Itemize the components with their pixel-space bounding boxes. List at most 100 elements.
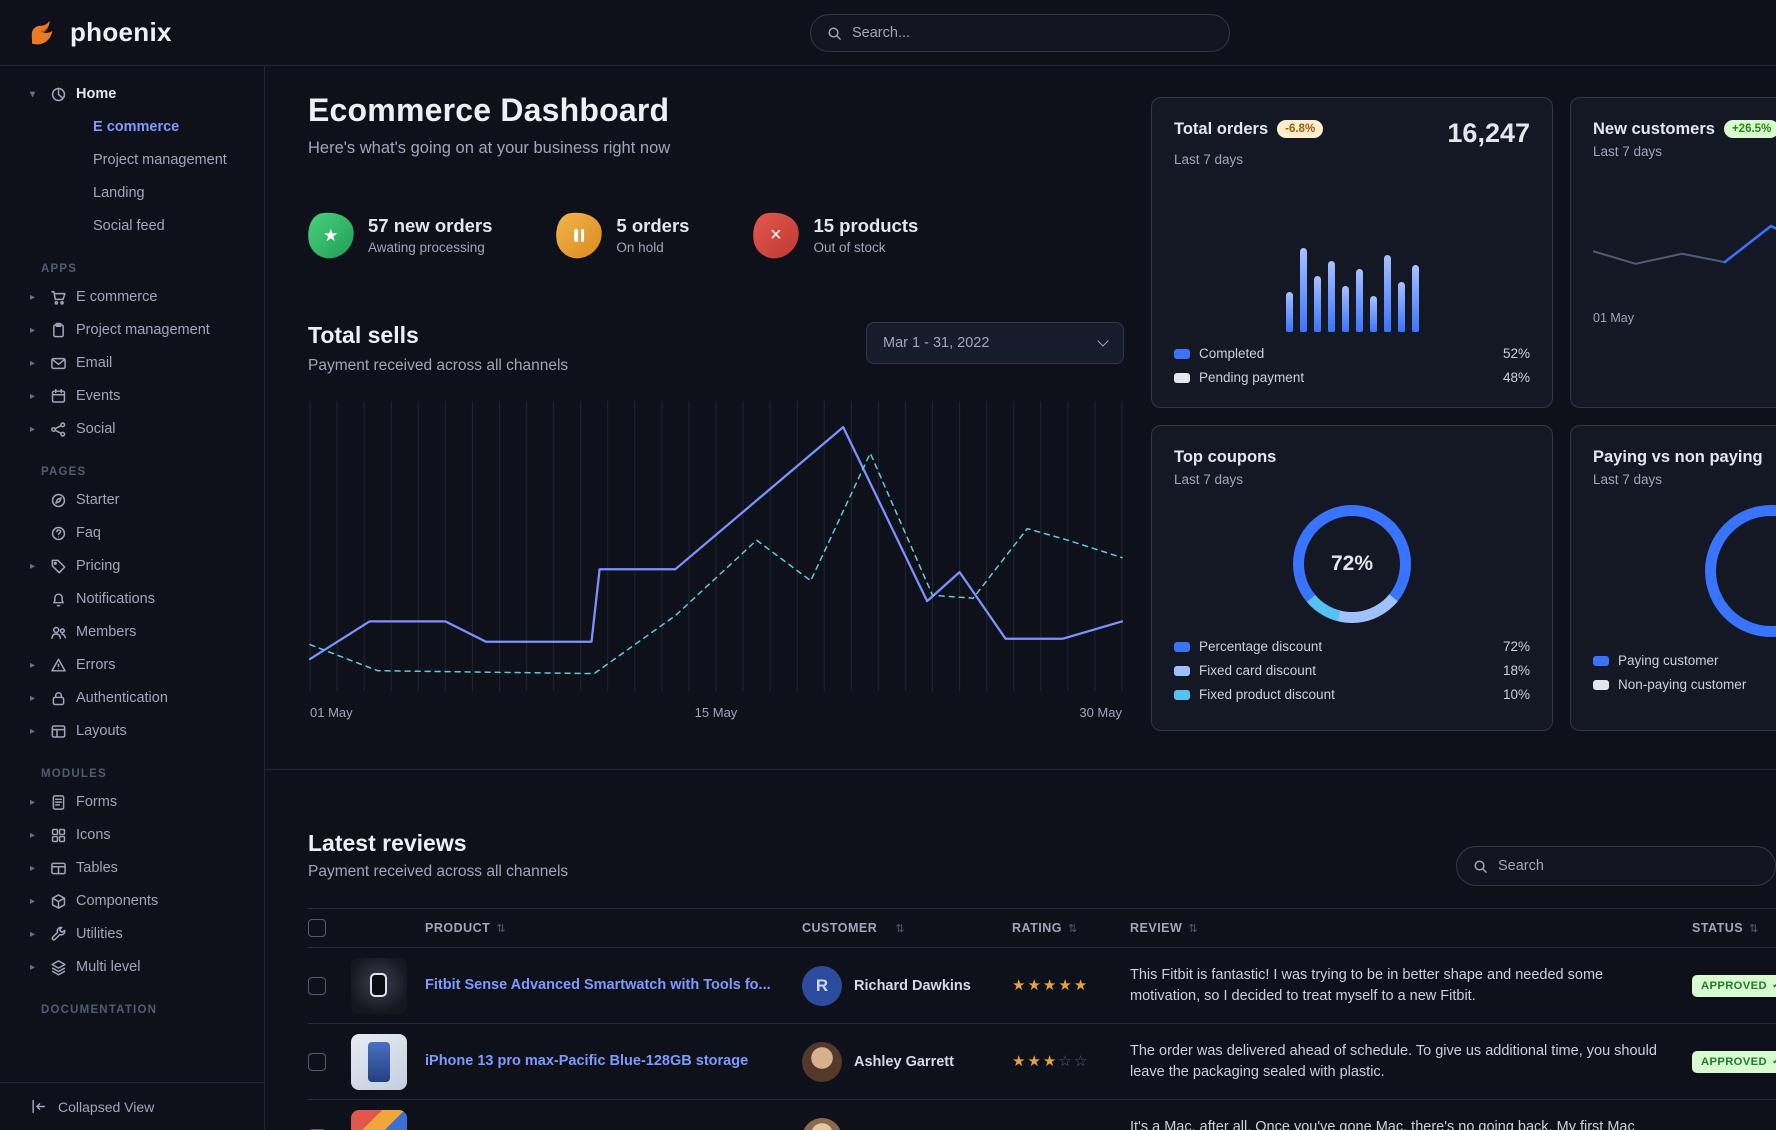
share-icon: [50, 421, 67, 438]
sidebar-item-label: Notifications: [76, 591, 155, 607]
sidebar-item-events[interactable]: ▸ Events: [0, 380, 264, 413]
envelope-icon: [50, 355, 67, 372]
sidebar-item-components[interactable]: ▸ Components: [0, 885, 264, 918]
table-row: Fitbit Sense Advanced Smartwatch with To…: [308, 948, 1776, 1024]
svg-text:15 May: 15 May: [695, 705, 738, 720]
card-title: Paying vs non paying: [1593, 448, 1763, 466]
caret-right-icon: ▸: [30, 726, 36, 737]
sidebar-item-tables[interactable]: ▸ Tables: [0, 852, 264, 885]
legend-label: Fixed product discount: [1199, 687, 1335, 702]
table-header-row: PRODUCT ⇅ CUSTOMER ⇅ RATING ⇅ REVIEW ⇅ STATU…: [308, 908, 1776, 948]
paying-vs-nonpaying-card: Paying vs non paying Last 7 days Paying …: [1570, 425, 1776, 731]
column-header-status[interactable]: STATUS ⇅: [1675, 921, 1776, 935]
stat-caption: Out of stock: [813, 240, 886, 255]
lock-icon: [50, 690, 67, 707]
sidebar-item-members[interactable]: Members: [0, 616, 264, 649]
sidebar-item-landing[interactable]: Landing: [0, 177, 264, 210]
sidebar-item-label: Authentication: [76, 690, 168, 706]
sidebar-item-authentication[interactable]: ▸ Authentication: [0, 682, 264, 715]
sidebar-item-icons[interactable]: ▸ Icons: [0, 819, 264, 852]
global-search-input[interactable]: [852, 25, 1213, 41]
legend-value: 72%: [1502, 639, 1530, 654]
sort-icon: ⇅: [496, 922, 507, 935]
legend-swatch: [1174, 348, 1190, 359]
sidebar-item-home[interactable]: ▾ Home: [0, 78, 264, 111]
status-badge: APPROVED ✓: [1692, 1050, 1776, 1073]
legend-swatch: [1174, 665, 1190, 676]
warning-triangle-icon: [50, 657, 67, 674]
legend-row: Non-paying customer: [1593, 677, 1776, 692]
sort-icon: ⇅: [1188, 923, 1199, 935]
column-header-rating[interactable]: RATING ⇅: [1000, 921, 1115, 935]
column-header-product[interactable]: PRODUCT ⇅: [348, 921, 790, 935]
brand-logo[interactable]: phoenix: [28, 17, 172, 49]
dashboard-top-section: Ecommerce Dashboard Here's what's going …: [265, 66, 1776, 770]
sidebar-item-pricing[interactable]: ▸ Pricing: [0, 550, 264, 583]
sidebar-item-ecommerce-app[interactable]: ▸ E commerce: [0, 281, 264, 314]
legend-label: Pending payment: [1199, 370, 1305, 385]
page-title: Ecommerce Dashboard: [308, 92, 670, 128]
legend-label: Fixed card discount: [1199, 663, 1317, 678]
top-coupons-card: Top coupons Last 7 days 72% Percentage d…: [1151, 425, 1553, 731]
sidebar-item-social[interactable]: ▸ Social: [0, 413, 264, 446]
brand-name: phoenix: [70, 17, 172, 47]
stat-caption: On hold: [616, 240, 664, 255]
column-header-customer[interactable]: CUSTOMER ⇅: [790, 921, 1000, 935]
legend-label: Paying customer: [1618, 653, 1719, 668]
collapse-sidebar-label: Collapsed View: [58, 1098, 155, 1115]
collapse-sidebar-button[interactable]: Collapsed View: [0, 1082, 264, 1130]
sidebar-item-ecommerce[interactable]: E commerce: [0, 111, 264, 144]
layout-icon: [50, 723, 67, 740]
date-range-value: Mar 1 - 31, 2022: [883, 335, 990, 351]
caret-right-icon: ▸: [30, 660, 36, 671]
select-all-checkbox[interactable]: [308, 919, 326, 937]
stat-value: 57 new orders: [368, 215, 493, 236]
users-icon: [50, 624, 67, 641]
sidebar-item-notifications[interactable]: Notifications: [0, 583, 264, 616]
stat-out-of-stock: × 15 products Out of stock: [749, 208, 918, 262]
wrench-icon: [50, 926, 67, 943]
check-icon: ✓: [1772, 980, 1776, 991]
sidebar-item-starter[interactable]: Starter: [0, 484, 264, 517]
stat-orders-on-hold: 5 orders On hold: [552, 208, 689, 262]
sidebar-item-social-feed[interactable]: Social feed: [0, 210, 264, 243]
sidebar-item-errors[interactable]: ▸ Errors: [0, 649, 264, 682]
sidebar-item-label: Forms: [76, 794, 118, 810]
sidebar-item-project-management[interactable]: Project management: [0, 144, 264, 177]
sidebar-section-apps: APPS: [41, 263, 78, 275]
kpi-cards: Total orders -6.8% 16,247 Last 7 days Co…: [1151, 97, 1776, 731]
row-checkbox[interactable]: [308, 1052, 326, 1071]
chart-x-label: 01 May: [1593, 311, 1634, 325]
sidebar-item-faq[interactable]: Faq: [0, 517, 264, 550]
sidebar-section-documentation: DOCUMENTATION: [41, 1004, 158, 1016]
sidebar-item-utilities[interactable]: ▸ Utilities: [0, 918, 264, 951]
sidebar-item-label: Faq: [76, 525, 101, 541]
column-header-review[interactable]: REVIEW ⇅: [1115, 921, 1675, 935]
package-icon: [50, 893, 67, 910]
new-customers-chart: [1593, 224, 1776, 265]
sidebar-item-email[interactable]: ▸ Email: [0, 347, 264, 380]
new-customers-card: New customers +26.5% Last 7 days 01 May: [1570, 97, 1776, 408]
legend-row: Fixed card discount 18%: [1174, 663, 1530, 678]
sidebar-item-forms[interactable]: ▸ Forms: [0, 786, 264, 819]
quick-stats: ★ 57 new orders Awating processing 5 ord…: [304, 208, 1124, 262]
top-navbar: phoenix: [0, 0, 1776, 66]
phoenix-logo-icon: [28, 17, 60, 49]
sidebar-item-project-management-app[interactable]: ▸ Project management: [0, 314, 264, 347]
total-sells-subtitle: Payment received across all channels: [308, 357, 569, 374]
sidebar-item-label: Project management: [76, 322, 210, 338]
caret-right-icon: ▸: [30, 693, 36, 704]
reviews-search-input[interactable]: [1498, 858, 1759, 874]
column-label: CUSTOMER: [802, 921, 878, 935]
svg-text:01 May: 01 May: [310, 705, 353, 720]
column-label: RATING: [1012, 921, 1062, 935]
date-range-select[interactable]: Mar 1 - 31, 2022: [866, 322, 1124, 364]
product-link[interactable]: iPhone 13 pro max-Pacific Blue-128GB sto…: [425, 1053, 749, 1070]
product-link[interactable]: Fitbit Sense Advanced Smartwatch with To…: [425, 977, 771, 994]
bell-icon: [50, 591, 67, 608]
calendar-icon: [50, 388, 67, 405]
sidebar-item-multi-level[interactable]: ▸ Multi level: [0, 951, 264, 984]
stat-new-orders: ★ 57 new orders Awating processing: [304, 208, 493, 262]
sidebar-item-layouts[interactable]: ▸ Layouts: [0, 715, 264, 748]
row-checkbox[interactable]: [308, 976, 326, 995]
